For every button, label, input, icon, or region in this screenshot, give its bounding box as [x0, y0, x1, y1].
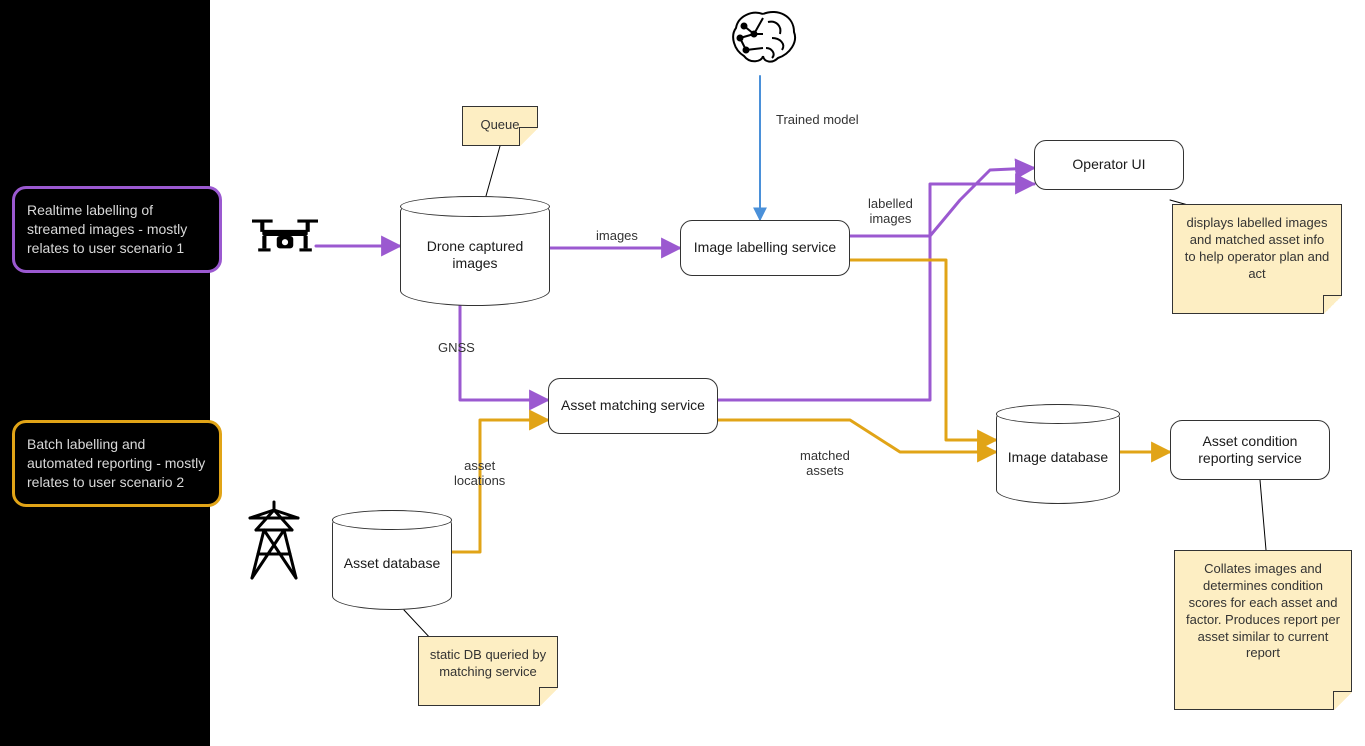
asset-database: Asset database [332, 510, 452, 610]
edge-label_to_imagedb [850, 260, 996, 440]
left-band [0, 0, 210, 746]
asset-condition-reporting-service: Asset condition reporting service [1170, 420, 1330, 480]
asset-database-label: Asset database [344, 555, 441, 573]
edge-label-label_to_operator: labelled images [868, 196, 913, 226]
operator-ui-note: displays labelled images and matched ass… [1172, 204, 1342, 314]
edge-label-assetdb_to_match: asset locations [454, 458, 505, 488]
drone-captured-images-db: Drone captured images [400, 196, 550, 306]
edge-label-brain_to_label: Trained model [776, 112, 859, 127]
brain-icon [728, 8, 798, 73]
asset-database-note: static DB queried by matching service [418, 636, 558, 706]
diagram-stage: Realtime labelling of streamed images - … [0, 0, 1365, 746]
operator-ui-label: Operator UI [1072, 156, 1145, 174]
legend-batch-text: Batch labelling and automated reporting … [27, 436, 205, 490]
asset-matching-service: Asset matching service [548, 378, 718, 434]
asset-database-note-text: static DB queried by matching service [430, 647, 546, 679]
edge-label-db_to_match_gnss: GNSS [438, 340, 475, 355]
queue-note: Queue [462, 106, 538, 146]
reporting-note-text: Collates images and determines condition… [1186, 561, 1340, 660]
edge-note_to_db_queue [486, 146, 500, 196]
edge-label-db_to_label: images [596, 228, 638, 243]
image-labelling-service-label: Image labelling service [694, 239, 836, 257]
operator-ui: Operator UI [1034, 140, 1184, 190]
asset-condition-reporting-service-label: Asset condition reporting service [1181, 433, 1319, 468]
legend-realtime: Realtime labelling of streamed images - … [12, 186, 222, 273]
legend-batch: Batch labelling and automated reporting … [12, 420, 222, 507]
drone-icon [252, 215, 318, 262]
tower-icon [244, 500, 304, 585]
asset-matching-service-label: Asset matching service [561, 397, 705, 415]
edge-label-match_to_imagedb: matched assets [800, 448, 850, 478]
queue-note-text: Queue [480, 117, 519, 132]
operator-ui-note-text: displays labelled images and matched ass… [1185, 215, 1330, 281]
image-database-label: Image database [1008, 449, 1108, 467]
reporting-note: Collates images and determines condition… [1174, 550, 1352, 710]
image-database: Image database [996, 404, 1120, 504]
edge-match_to_imagedb [718, 420, 996, 452]
legend-realtime-text: Realtime labelling of streamed images - … [27, 202, 187, 256]
edge-note_to_report [1260, 480, 1266, 550]
drone-captured-images-db-label: Drone captured images [411, 238, 539, 273]
image-labelling-service: Image labelling service [680, 220, 850, 276]
